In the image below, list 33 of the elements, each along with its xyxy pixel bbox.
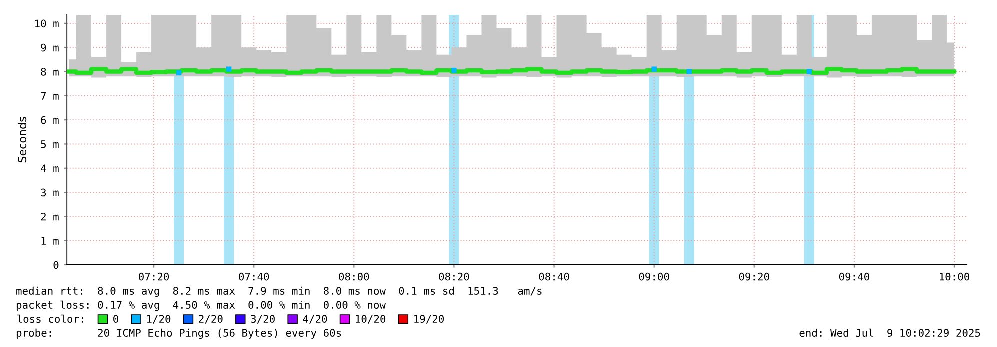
x-tick-label: 07:40	[239, 272, 270, 281]
y-tick-label: 9 m	[41, 44, 59, 52]
y-tick-label: 6 m	[41, 116, 59, 124]
y-tick-label: 10 m	[36, 20, 59, 28]
x-tick-label: 07:20	[139, 272, 170, 281]
y-tick-label: 3 m	[41, 188, 59, 197]
text: packet loss: 0.17 % avg 4.50 % max 0.00 % min 0.00 % now	[16, 300, 386, 312]
legend-label: 4/20	[303, 315, 328, 324]
x-tick-label: 09:00	[639, 272, 670, 281]
legend-label: 1/20	[147, 315, 171, 324]
legend-label: 0	[114, 315, 118, 324]
y-tick-label: 1 m	[42, 237, 59, 245]
legend-label: 2/20	[199, 315, 223, 324]
text: probe: 20 ICMP Echo Pings (56 Bytes) every 60s	[16, 328, 342, 340]
y-tick-label: 0	[54, 261, 59, 270]
text: median rtt: 8.0 ms avg 8.2 ms max 7.9 ms min 8.0 ms now 0.1 ms sd 151.3 am/s	[16, 286, 542, 298]
y-tick-label: 7 m	[41, 92, 59, 100]
y-tick-label: 8 m	[41, 68, 59, 76]
text: end: Wed Jul 9 10:02:29 2025	[800, 328, 980, 338]
legend-label: 10/20	[356, 315, 386, 324]
x-tick-label: 08:00	[339, 272, 370, 281]
y-axis-title: Seconds	[18, 117, 27, 163]
x-tick-label: 08:20	[439, 272, 470, 281]
legend-title: loss color:	[18, 314, 84, 324]
x-tick-label: 08:40	[539, 272, 570, 281]
x-tick-label: 10:00	[940, 272, 970, 281]
legend-label: 19/20	[414, 315, 444, 324]
x-tick-label: 09:40	[839, 272, 870, 281]
legend-label: 3/20	[251, 315, 275, 324]
x-tick-label: 09:20	[739, 272, 770, 281]
y-tick-label: 2 m	[41, 212, 59, 221]
y-tick-label: 5 m	[41, 140, 59, 148]
y-tick-label: 4 m	[41, 164, 59, 172]
